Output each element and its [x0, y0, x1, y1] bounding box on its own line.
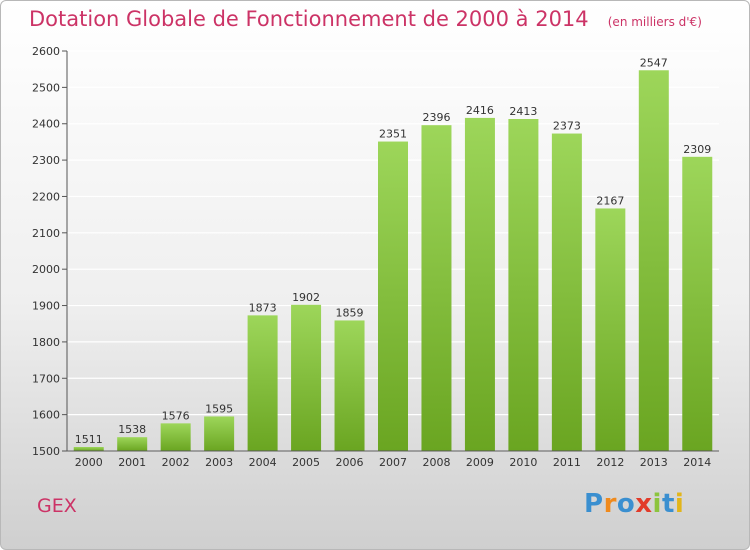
- data-label: 2396: [422, 111, 450, 124]
- logo-letter: x: [635, 489, 653, 519]
- x-tick-label: 2009: [466, 456, 494, 469]
- data-label: 2373: [553, 120, 581, 133]
- x-tick-label: 2014: [683, 456, 711, 469]
- bar: [682, 156, 713, 451]
- y-tick-label: 2600: [32, 45, 60, 58]
- chart-subtitle: (en milliers d'€): [607, 15, 702, 29]
- data-label: 2351: [379, 128, 407, 141]
- y-tick-label: 1800: [32, 336, 60, 349]
- bar: [551, 133, 582, 451]
- data-label: 1538: [118, 423, 146, 436]
- bar: [247, 315, 278, 451]
- bar: [508, 119, 539, 451]
- y-tick-label: 2300: [32, 154, 60, 167]
- x-tick-label: 2013: [640, 456, 668, 469]
- data-label: 1873: [249, 301, 277, 314]
- bars: [73, 70, 713, 451]
- logo-letter: i: [652, 489, 662, 519]
- data-label: 2413: [509, 105, 537, 118]
- x-tick-label: 2008: [422, 456, 450, 469]
- logo-letter: r: [603, 489, 617, 519]
- x-tick-label: 2003: [205, 456, 233, 469]
- data-label: 1859: [336, 306, 364, 319]
- y-tick-label: 2100: [32, 227, 60, 240]
- x-axis: 2000 2001 2002 2003 2004 2005 2006 2007 2008 2009…: [67, 450, 719, 469]
- data-labels: 1511 1538 1576 1595 1873 1902 1859 2351 2396 2416…: [75, 56, 712, 446]
- bar: [638, 70, 669, 451]
- y-tick-label: 2400: [32, 118, 60, 131]
- x-tick-label: 2005: [292, 456, 320, 469]
- data-label: 2547: [640, 56, 668, 69]
- y-tick-label: 2200: [32, 190, 60, 203]
- x-tick-label: 2010: [509, 456, 537, 469]
- logo-letter: i: [674, 489, 685, 519]
- bar: [378, 141, 408, 451]
- bar: [595, 208, 626, 451]
- y-tick-label: 1700: [32, 372, 60, 385]
- logo-letter: P: [584, 489, 604, 519]
- commune-name: GEX: [37, 495, 77, 517]
- data-label: 2167: [596, 194, 624, 207]
- data-label: 2416: [466, 104, 494, 117]
- y-tick-label: 2000: [32, 263, 60, 276]
- x-tick-label: 2012: [596, 456, 624, 469]
- bar: [334, 320, 365, 451]
- bar: [117, 437, 148, 451]
- y-tick-label: 1500: [32, 445, 60, 458]
- y-axis: 1500 1600 1700 1800 1900 2000 2100 2200 2300 2400…: [32, 45, 68, 458]
- bar: [160, 423, 191, 451]
- data-label: 1595: [205, 402, 233, 415]
- bar: [204, 416, 235, 451]
- data-label: 1902: [292, 291, 320, 304]
- logo-letter: o: [616, 489, 636, 519]
- y-tick-label: 1600: [32, 409, 60, 422]
- x-tick-label: 2007: [379, 456, 407, 469]
- title-row: Dotation Globale de Fonctionnement de 20…: [29, 7, 702, 31]
- bar: [291, 304, 322, 451]
- proxiti-logo: Proxiti: [584, 489, 684, 519]
- x-tick-label: 2000: [75, 456, 103, 469]
- bar: [421, 125, 452, 451]
- y-tick-label: 2500: [32, 81, 60, 94]
- x-tick-label: 2006: [336, 456, 364, 469]
- x-tick-label: 2002: [162, 456, 190, 469]
- data-label: 1511: [75, 433, 103, 446]
- data-label: 2309: [683, 143, 711, 156]
- y-tick-label: 1900: [32, 300, 60, 313]
- bar: [464, 117, 495, 451]
- chart-title: Dotation Globale de Fonctionnement de 20…: [29, 7, 589, 31]
- data-label: 1576: [162, 409, 190, 422]
- logo-letter: t: [661, 489, 675, 519]
- x-tick-label: 2011: [553, 456, 581, 469]
- x-tick-label: 2004: [249, 456, 277, 469]
- x-tick-label: 2001: [118, 456, 146, 469]
- bar: [73, 447, 104, 451]
